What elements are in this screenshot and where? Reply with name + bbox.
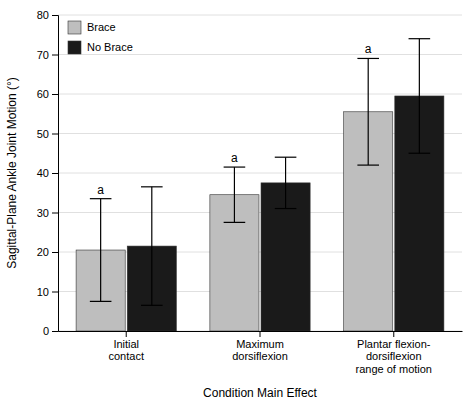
- y-tick: 30: [37, 207, 58, 219]
- y-tick: 80: [37, 9, 58, 21]
- x-tick-label-line: dorsiflexion: [366, 350, 422, 362]
- y-tick-mark: [52, 173, 58, 174]
- error-bar: [275, 157, 297, 208]
- legend-swatch: [68, 41, 81, 54]
- error-bar: [357, 58, 379, 165]
- significance-label: a: [365, 42, 372, 56]
- y-tick-label: 30: [37, 207, 49, 219]
- grid-line: [58, 94, 462, 95]
- y-tick: 10: [37, 286, 58, 298]
- y-tick: 0: [43, 325, 58, 337]
- legend-item: No Brace: [68, 41, 133, 54]
- error-bar-cap: [224, 166, 246, 167]
- legend-label: No Brace: [87, 41, 133, 53]
- y-tick-label: 10: [37, 286, 49, 298]
- bars: [76, 96, 444, 331]
- y-tick-mark: [52, 252, 58, 253]
- y-tick-label: 40: [37, 167, 49, 179]
- error-bar: [90, 199, 112, 302]
- y-tick-mark: [52, 94, 58, 95]
- plot: 01020304050607080InitialcontactMaximumdo…: [37, 9, 463, 375]
- y-tick: 20: [37, 246, 58, 258]
- bar-series: [127, 96, 444, 331]
- y-tick-label: 0: [43, 325, 49, 337]
- error-bars: [90, 39, 430, 306]
- legend-item: Brace: [68, 21, 116, 34]
- y-tick: 60: [37, 88, 58, 100]
- error-bar-stem: [234, 167, 235, 222]
- y-tick-label: 20: [37, 246, 49, 258]
- grid: [58, 15, 462, 331]
- error-bar-cap: [409, 38, 431, 39]
- x-tick-label: Plantar flexion-dorsiflexionrange of mot…: [356, 338, 432, 375]
- error-bar-stem: [419, 39, 420, 154]
- x-tick: Maximumdorsiflexion: [232, 331, 288, 362]
- legend: Brace No Brace: [68, 21, 133, 54]
- error-bar-stem: [285, 157, 286, 208]
- y-tick: 50: [37, 128, 58, 140]
- x-tick-mark: [126, 331, 127, 337]
- x-tick-label-line: Plantar flexion-: [357, 338, 431, 350]
- x-tick-label-line: Maximum: [236, 338, 284, 350]
- error-bar-stem: [368, 58, 369, 165]
- legend-swatch: [68, 21, 81, 34]
- x-tick-mark: [393, 331, 394, 337]
- x-tick-label: Initialcontact: [108, 338, 143, 363]
- error-bar-stem: [100, 199, 101, 302]
- y-tick-mark: [52, 55, 58, 56]
- annotations: a a a: [97, 42, 372, 196]
- y-tick: 70: [37, 49, 58, 61]
- y-tick-mark: [52, 15, 58, 16]
- y-tick-label: 80: [37, 9, 49, 21]
- error-bar-cap: [275, 208, 297, 209]
- bar-series: [76, 112, 393, 331]
- error-bar: [224, 167, 246, 222]
- x-tick-label-line: range of motion: [356, 363, 432, 375]
- y-tick-mark: [52, 331, 58, 332]
- error-bar-cap: [357, 165, 379, 166]
- grid-line: [58, 15, 462, 16]
- error-bar-cap: [90, 301, 112, 302]
- error-bar-stem: [151, 187, 152, 306]
- significance-label: a: [97, 183, 104, 197]
- y-tick-mark: [52, 292, 58, 293]
- error-bar-cap: [409, 153, 431, 154]
- y-tick-label: 70: [37, 49, 49, 61]
- x-axis: InitialcontactMaximumdorsiflexionPlantar…: [59, 331, 463, 375]
- x-tick-label-line: dorsiflexion: [232, 350, 288, 362]
- chart: 01020304050607080InitialcontactMaximumdo…: [0, 0, 474, 411]
- x-tick: Plantar flexion-dorsiflexionrange of mot…: [356, 331, 432, 375]
- y-tick-mark: [52, 134, 58, 135]
- error-bar-cap: [357, 58, 379, 59]
- x-tick: Initialcontact: [108, 331, 143, 362]
- error-bar-cap: [141, 186, 163, 187]
- legend-label: Brace: [87, 21, 116, 33]
- y-tick-mark: [52, 213, 58, 214]
- significance-label: a: [231, 151, 238, 165]
- y-axis-title: Sagittal-Plane Ankle Joint Motion (°): [5, 77, 19, 269]
- y-axis-line: [52, 16, 59, 332]
- x-tick-label-line: contact: [108, 350, 143, 362]
- x-tick-mark: [260, 331, 261, 337]
- y-tick-label: 60: [37, 88, 49, 100]
- error-bar-cap: [90, 198, 112, 199]
- error-bar-cap: [275, 157, 297, 158]
- error-bar: [141, 187, 163, 306]
- y-tick-label: 50: [37, 128, 49, 140]
- y-axis: 0 10 20 30 40 50 60 70 80: [37, 9, 59, 337]
- x-tick-label: Maximumdorsiflexion: [232, 338, 288, 363]
- error-bar: [409, 39, 431, 154]
- grid-line: [58, 54, 462, 55]
- x-tick-label-line: Initial: [113, 338, 139, 350]
- error-bar-cap: [224, 222, 246, 223]
- y-tick: 40: [37, 167, 58, 179]
- error-bar-cap: [141, 305, 163, 306]
- x-axis-title: Condition Main Effect: [203, 386, 318, 400]
